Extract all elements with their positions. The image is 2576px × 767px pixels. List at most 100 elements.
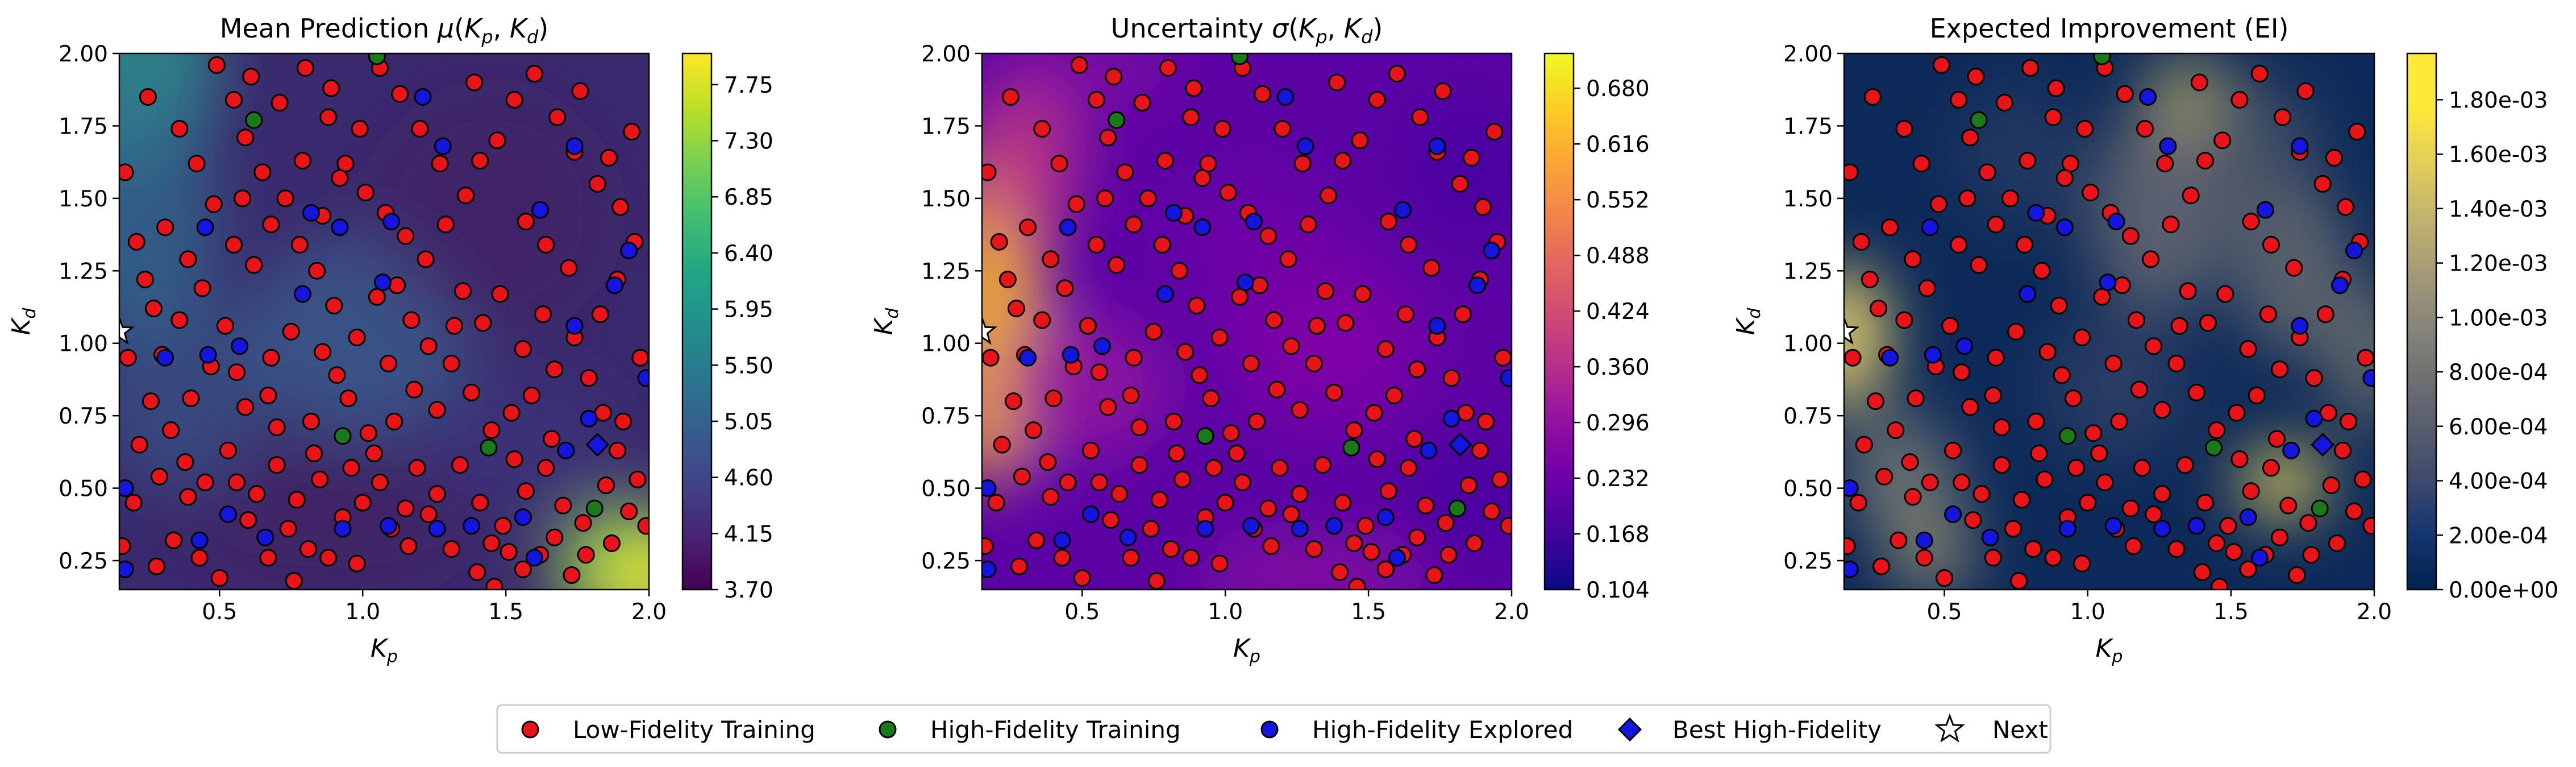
low-fidelity-point	[1474, 198, 1492, 216]
explored-point	[2139, 88, 2157, 106]
low-fidelity-point	[1130, 456, 1148, 474]
low-fidelity-point	[1368, 450, 1386, 469]
legend-marker-high-fidelity	[879, 720, 897, 739]
low-fidelity-point	[1227, 444, 1246, 462]
low-fidelity-point	[325, 296, 343, 314]
colorbar-tick-label: 4.00e-04	[2449, 469, 2548, 495]
low-fidelity-point	[1345, 534, 1363, 552]
explored-point	[1296, 137, 1314, 155]
low-fidelity-point	[457, 186, 475, 205]
heatmap-field	[1844, 53, 2374, 590]
low-fidelity-point	[342, 459, 360, 477]
low-fidelity-point	[2348, 123, 2366, 141]
colorbar-tick-label: 7.30	[724, 129, 773, 155]
colorbar-tick-label: 6.00e-04	[2449, 414, 2548, 440]
explored-point	[2362, 369, 2374, 387]
low-fidelity-point	[1165, 412, 1183, 430]
low-fidelity-point	[1852, 233, 1870, 251]
low-fidelity-point	[2357, 349, 2374, 367]
low-fidelity-point	[2176, 456, 2194, 474]
low-fidelity-point	[1887, 421, 1905, 440]
low-fidelity-point	[428, 485, 446, 503]
explored-point	[1276, 88, 1295, 106]
low-fidelity-point	[1088, 91, 1106, 109]
legend-label: High-Fidelity Explored	[1312, 716, 1573, 744]
legend-marker-best	[1617, 717, 1642, 742]
low-fidelity-point	[242, 68, 260, 86]
explored-point	[119, 560, 134, 578]
low-fidelity-point	[574, 514, 592, 532]
colorbar-tick-label: 1.80e-03	[2449, 88, 2548, 113]
low-fidelity-point	[296, 59, 314, 77]
explored-point	[2291, 137, 2309, 155]
colorbar-tick-label: 0.424	[1586, 299, 1650, 325]
explored-point	[2305, 409, 2323, 428]
low-fidelity-point	[1130, 418, 1148, 437]
low-fidelity-point	[1122, 386, 1140, 404]
low-fidelity-point	[2084, 424, 2103, 442]
low-fidelity-point	[1961, 128, 1979, 147]
low-fidelity-point	[1070, 56, 1088, 74]
explored-point	[1081, 505, 1100, 523]
low-fidelity-point	[1932, 56, 1950, 74]
low-fidelity-point	[1459, 476, 1478, 494]
x-tick-label: 2.0	[2357, 599, 2392, 625]
explored-point	[2282, 441, 2300, 459]
low-fidelity-point	[1987, 215, 2005, 234]
low-fidelity-point	[2024, 540, 2042, 558]
low-fidelity-point	[1091, 363, 1109, 382]
legend: Low-Fidelity Training High-Fidelity Train…	[496, 704, 2051, 754]
low-fidelity-point	[1992, 456, 2011, 474]
low-fidelity-point	[1242, 354, 1260, 372]
low-fidelity-point	[1984, 386, 2002, 404]
low-fidelity-point	[2082, 184, 2100, 202]
low-fidelity-point	[2019, 152, 2037, 170]
low-fidelity-point	[2061, 155, 2079, 173]
explored-point	[2239, 508, 2257, 526]
low-fidelity-point	[1162, 540, 1180, 558]
low-fidelity-point	[2001, 189, 2020, 208]
low-fidelity-point	[1268, 380, 1286, 399]
explored-point	[525, 549, 543, 567]
low-fidelity-point	[1992, 418, 2011, 437]
low-fidelity-point	[234, 189, 252, 208]
low-fidelity-point	[270, 94, 289, 112]
low-fidelity-point	[1907, 389, 1925, 408]
y-tick-label: 0.75	[59, 404, 108, 429]
low-fidelity-point	[1901, 453, 1919, 471]
low-fidelity-point	[1376, 340, 1395, 358]
low-fidelity-point	[620, 502, 638, 520]
y-axis-label: Kd	[7, 308, 40, 335]
low-fidelity-point	[442, 354, 460, 372]
low-fidelity-point	[637, 517, 649, 535]
low-fidelity-point	[402, 311, 421, 329]
low-fidelity-point	[1417, 496, 1435, 515]
low-fidelity-point	[219, 441, 237, 459]
low-fidelity-point	[2328, 534, 2346, 552]
explored-point	[1981, 528, 1999, 546]
low-fidelity-point	[1494, 349, 1512, 367]
low-fidelity-point	[2136, 120, 2154, 138]
explored-point	[606, 276, 624, 295]
low-fidelity-point	[2242, 482, 2260, 500]
low-fidelity-point	[388, 276, 406, 295]
low-fidelity-point	[580, 369, 598, 387]
low-fidelity-point	[2248, 386, 2266, 404]
low-fidelity-point	[1159, 59, 1177, 77]
x-tick-label: 1.5	[1351, 599, 1386, 625]
low-fidelity-point	[1210, 554, 1229, 573]
explored-point	[2104, 517, 2123, 535]
low-fidelity-point	[368, 288, 386, 306]
high-fidelity-point	[2205, 438, 2223, 457]
low-fidelity-point	[534, 305, 552, 324]
low-fidelity-point	[1855, 436, 1873, 454]
low-fidelity-point	[2127, 311, 2145, 329]
low-fidelity-point	[2208, 421, 2226, 440]
low-fidelity-point	[505, 91, 523, 109]
low-fidelity-point	[1895, 120, 1913, 138]
low-fidelity-point	[1271, 459, 1289, 477]
low-fidelity-point	[525, 65, 543, 83]
panel-3: 0.5 1.0 1.5 2.0 0.25 0.50 0.75 1.00 1.25 1.50 1.75…	[1732, 13, 2392, 667]
explored-point	[1165, 204, 1183, 222]
low-fidelity-point	[385, 412, 403, 430]
